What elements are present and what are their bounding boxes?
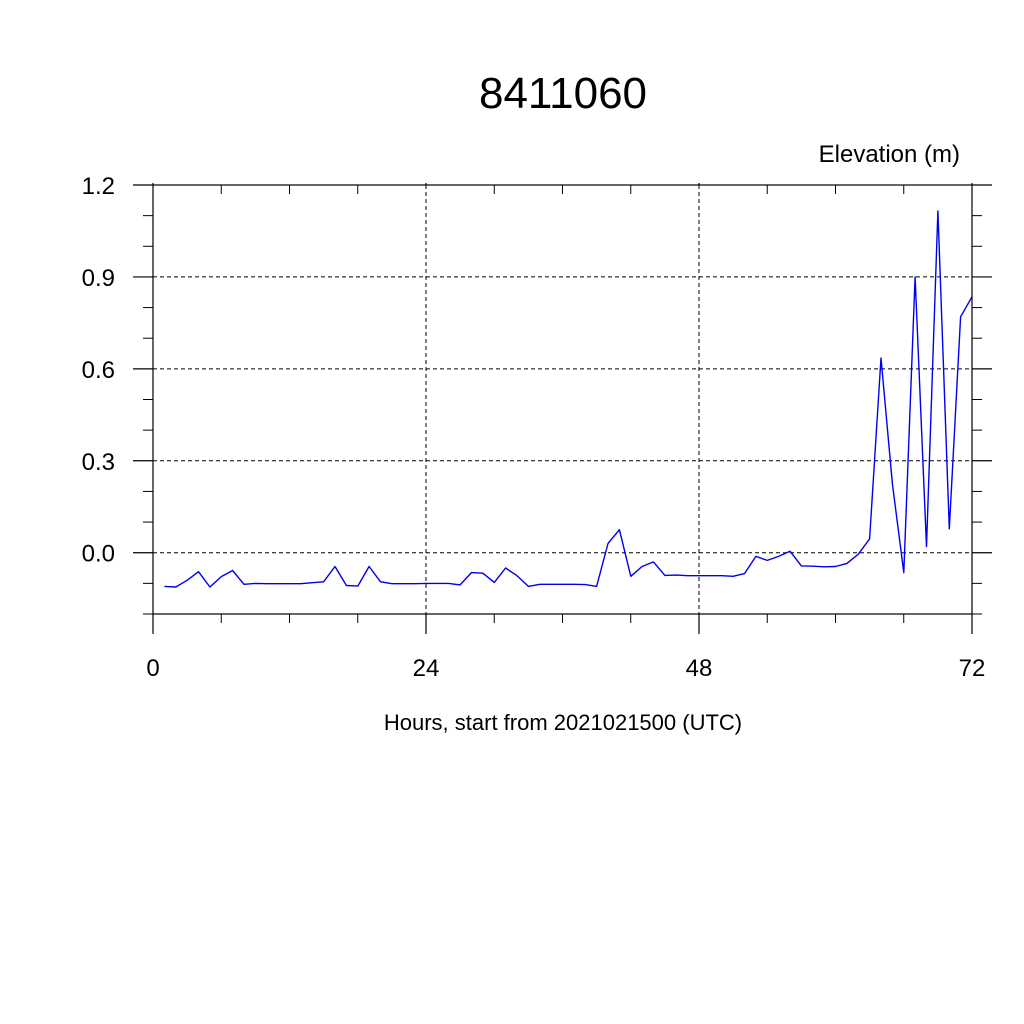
y-tick-label: 0.6: [82, 357, 115, 384]
x-tick-labels: 0 24 48 72: [146, 655, 985, 682]
major-ticks: [133, 183, 992, 634]
y-axis-label: Elevation (m): [819, 141, 960, 168]
x-tick-label: 24: [413, 655, 440, 682]
x-axis-label: Hours, start from 2021021500 (UTC): [384, 710, 742, 735]
x-tick-label: 72: [959, 655, 986, 682]
series-group: [164, 210, 973, 588]
y-tick-labels: 0.0 0.3 0.6 0.9 1.2: [82, 173, 115, 568]
minor-ticks: [143, 185, 982, 623]
y-tick-label: 0.0: [82, 541, 115, 568]
y-tick-label: 1.2: [82, 173, 115, 200]
chart-title: 8411060: [479, 69, 647, 118]
elevation-series-line: [164, 210, 973, 588]
y-tick-label: 0.3: [82, 449, 115, 476]
grid-lines: [152, 184, 973, 614]
x-tick-label: 0: [146, 655, 159, 682]
plot-frame: [152, 184, 973, 615]
x-tick-label: 48: [686, 655, 713, 682]
y-tick-label: 0.9: [82, 265, 115, 292]
